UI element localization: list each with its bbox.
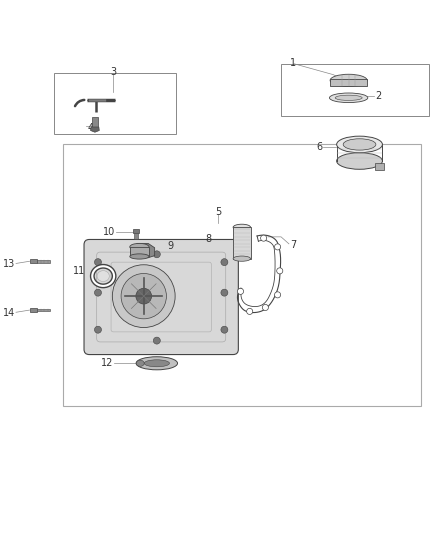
Ellipse shape	[329, 93, 368, 102]
Bar	[29, 259, 36, 263]
Bar	[134, 233, 138, 239]
Ellipse shape	[337, 136, 382, 153]
Circle shape	[275, 292, 281, 298]
Text: 7: 7	[290, 240, 296, 249]
Ellipse shape	[97, 271, 110, 281]
Text: 5: 5	[215, 207, 221, 217]
Text: 12: 12	[101, 358, 113, 368]
Bar	[54, 72, 177, 134]
Circle shape	[277, 268, 283, 274]
Circle shape	[221, 259, 228, 265]
Text: 3: 3	[110, 67, 117, 77]
Circle shape	[237, 288, 244, 294]
Circle shape	[221, 289, 228, 296]
Ellipse shape	[337, 153, 382, 169]
Circle shape	[275, 244, 281, 250]
Bar	[92, 117, 98, 127]
Polygon shape	[91, 127, 99, 132]
Text: 2: 2	[375, 92, 381, 101]
Ellipse shape	[330, 74, 367, 86]
Circle shape	[136, 288, 152, 304]
Circle shape	[113, 265, 175, 328]
Bar	[36, 309, 49, 311]
Bar	[233, 227, 251, 259]
Circle shape	[121, 273, 166, 319]
Bar	[330, 79, 367, 86]
Bar	[375, 163, 384, 169]
Circle shape	[95, 289, 102, 296]
Ellipse shape	[233, 256, 251, 261]
Bar	[133, 229, 139, 233]
Circle shape	[153, 251, 160, 258]
Circle shape	[221, 326, 228, 333]
Ellipse shape	[233, 224, 251, 230]
Circle shape	[95, 326, 102, 333]
Text: 4: 4	[87, 123, 93, 133]
Text: 14: 14	[3, 308, 15, 318]
Bar	[29, 308, 36, 312]
Text: 13: 13	[3, 260, 15, 269]
Ellipse shape	[343, 139, 376, 150]
Text: 10: 10	[103, 228, 115, 238]
Text: 11: 11	[73, 266, 85, 276]
Text: 8: 8	[205, 235, 211, 245]
Ellipse shape	[130, 244, 149, 251]
Ellipse shape	[136, 357, 177, 370]
Ellipse shape	[136, 360, 144, 366]
Ellipse shape	[335, 95, 362, 100]
Polygon shape	[131, 244, 155, 258]
Text: 6: 6	[316, 142, 322, 151]
Circle shape	[262, 304, 268, 311]
Text: 1: 1	[290, 58, 296, 68]
Bar	[130, 247, 149, 256]
FancyBboxPatch shape	[84, 239, 238, 354]
Ellipse shape	[144, 360, 170, 367]
Bar	[281, 64, 429, 116]
Bar	[63, 144, 420, 406]
Circle shape	[95, 259, 102, 265]
Ellipse shape	[130, 254, 149, 259]
Circle shape	[247, 309, 253, 314]
Circle shape	[261, 235, 267, 241]
Text: 9: 9	[168, 240, 174, 251]
Circle shape	[153, 337, 160, 344]
Bar	[36, 260, 49, 263]
